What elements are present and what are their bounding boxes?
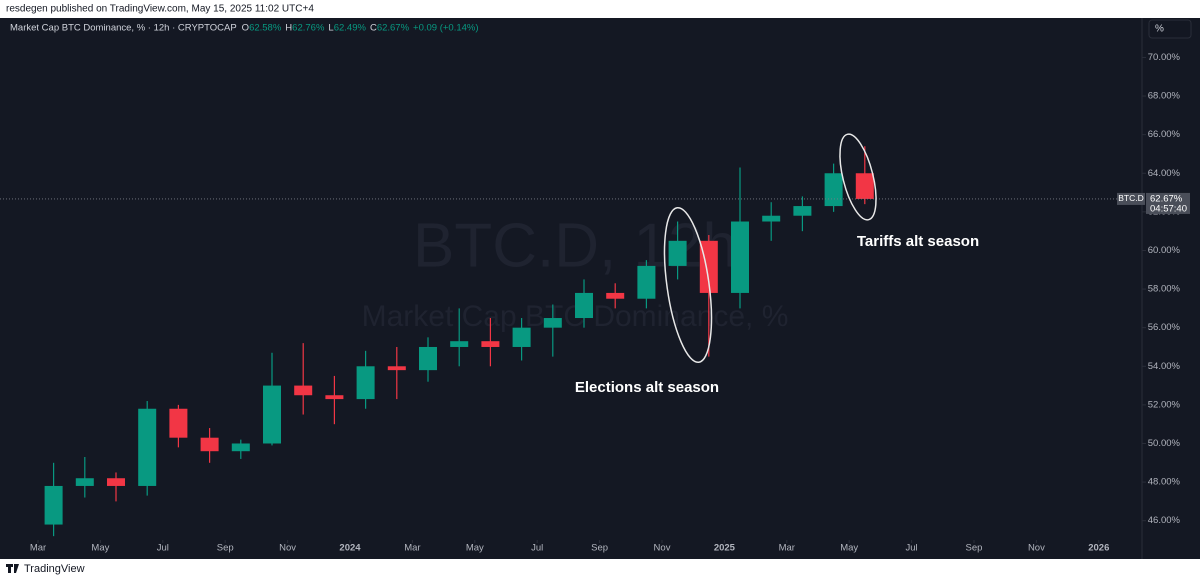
y-tick-label: 64.00% [1148,168,1181,179]
candle-body [44,485,63,525]
legend-value: 62.58% [249,23,282,34]
y-tick-label: 52.00% [1148,399,1181,410]
y-tick-label: 56.00% [1148,322,1181,333]
scale-button-label[interactable]: % [1155,24,1164,35]
highlight-ellipse [663,206,713,364]
candle-body [606,292,625,299]
y-tick-label: 58.00% [1148,284,1181,295]
price-tag-label: 62.67% [1150,193,1183,204]
candle-body [762,215,781,222]
y-tick-label: 60.00% [1148,245,1181,256]
candle-body [575,292,593,319]
y-tick-label: 50.00% [1148,438,1181,449]
y-tick-label: 68.00% [1148,91,1181,102]
x-tick-label: May [466,543,484,554]
candle-body [855,173,874,199]
y-tick-label: 66.00% [1148,129,1181,140]
candle-body [294,385,313,396]
legend-key: L [328,23,333,34]
candle-body [637,265,656,299]
candle-body [512,327,531,347]
legend-key: O [242,23,249,34]
legend-value: 62.49% [334,23,367,34]
candle-body [138,408,157,486]
chart-background [0,18,1200,559]
legend-value: 62.67% [377,23,410,34]
x-tick-label: Mar [779,543,795,554]
x-tick-label: Jul [531,543,543,554]
plot: 46.00% 48.00% 50.00% 52.00% 54.00% 56.00% 58.0… [0,52,1190,554]
candle-body [169,408,188,438]
legend-change: +0.09 (+0.14%) [413,23,479,34]
x-tick-label: Sep [217,543,234,554]
x-tick-label: Sep [591,543,608,554]
footer-brand: TradingView [24,563,85,575]
y-tick-label: 48.00% [1148,477,1181,488]
x-tick-label: Sep [966,543,983,554]
candle-body [75,478,94,486]
header-text: resdegen published on TradingView.com, M… [6,4,314,15]
countdown-label: 04:57:40 [1150,203,1187,214]
highlight-ellipse [839,133,877,221]
legend-key: C [370,23,377,34]
tv-logo [6,564,19,573]
x-tick-label: Nov [654,543,671,554]
legend-key: H [285,23,292,34]
candle-body [731,221,749,293]
x-tick-label: Mar [404,543,420,554]
candle-body [107,478,125,486]
annotation: Elections alt season [575,379,719,396]
candle-body [419,346,437,371]
y-tick-label: 70.00% [1148,52,1181,63]
symbol-tag-label: BTC.D [1118,193,1144,203]
x-tick-label: May [91,543,109,554]
x-tick-label: Jul [157,543,169,554]
footer-bar [0,559,1200,579]
candle-body [481,341,500,347]
x-tick-label: 2024 [339,543,361,554]
x-tick-label: 2025 [714,543,736,554]
y-tick-label: 54.00% [1148,361,1181,372]
candle-body [325,395,344,400]
x-tick-label: Nov [1028,543,1045,554]
x-tick-label: Nov [279,543,296,554]
candle-body [450,341,469,347]
legend-value: 62.76% [292,23,325,34]
candle-body [200,437,219,452]
legend: Market Cap BTC Dominance, % · 12h · CRYP… [10,23,479,34]
header-bar [0,0,1200,18]
candle-body [356,366,375,400]
legend-symbol: Market Cap BTC Dominance, % · 12h · CRYP… [10,23,237,34]
x-tick-label: May [840,543,858,554]
symbol-tag [1117,192,1145,205]
x-tick-label: 2026 [1088,543,1109,554]
candle-body [793,206,812,216]
x-tick-label: Jul [906,543,918,554]
candle-body [231,443,250,452]
candle-body [668,240,687,266]
scale-button[interactable] [1148,19,1192,39]
price-tag [1146,192,1190,214]
candle-body [263,385,281,444]
x-tick-label: Mar [30,543,46,554]
candle-body [824,173,843,207]
candle-body [699,240,718,293]
watermark: BTC.D, 12h [413,211,737,280]
candle-body [387,366,406,371]
y-tick-label: 46.00% [1148,515,1181,526]
candle-body [543,318,562,328]
annotation: Tariffs alt season [857,233,979,250]
